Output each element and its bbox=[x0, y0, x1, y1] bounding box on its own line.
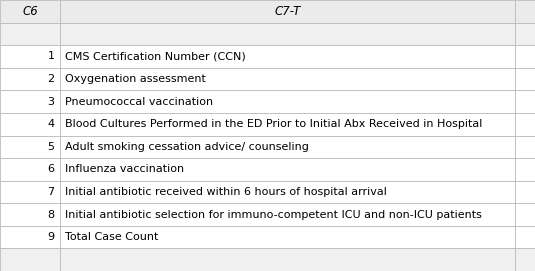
Text: C7-T: C7-T bbox=[274, 5, 301, 18]
Bar bbox=[515, 203, 535, 226]
Text: Blood Cultures Performed in the ED Prior to Initial Abx Received in Hospital: Blood Cultures Performed in the ED Prior… bbox=[65, 119, 483, 129]
Text: Initial antibiotic received within 6 hours of hospital arrival: Initial antibiotic received within 6 hou… bbox=[65, 187, 387, 197]
Bar bbox=[515, 158, 535, 181]
Bar bbox=[515, 0, 535, 22]
Bar bbox=[515, 113, 535, 136]
Bar bbox=[515, 22, 535, 45]
Text: Influenza vaccination: Influenza vaccination bbox=[65, 164, 185, 174]
Bar bbox=[515, 181, 535, 203]
Bar bbox=[0, 22, 60, 45]
Bar bbox=[515, 249, 535, 271]
Bar bbox=[0, 136, 60, 158]
Bar bbox=[60, 0, 515, 22]
Text: Initial antibiotic selection for immuno-competent ICU and non-ICU patients: Initial antibiotic selection for immuno-… bbox=[65, 209, 482, 220]
Bar bbox=[60, 203, 515, 226]
Text: 4: 4 bbox=[48, 119, 55, 129]
Bar bbox=[515, 136, 535, 158]
Text: Pneumococcal vaccination: Pneumococcal vaccination bbox=[65, 97, 213, 107]
Bar bbox=[0, 68, 60, 90]
Bar bbox=[0, 0, 60, 22]
Bar bbox=[60, 226, 515, 249]
Text: 3: 3 bbox=[48, 97, 55, 107]
Bar bbox=[515, 68, 535, 90]
Bar bbox=[0, 249, 60, 271]
Bar bbox=[0, 90, 60, 113]
Text: CMS Certification Number (CCN): CMS Certification Number (CCN) bbox=[65, 51, 246, 62]
Text: 8: 8 bbox=[48, 209, 55, 220]
Bar bbox=[0, 158, 60, 181]
Bar bbox=[60, 68, 515, 90]
Bar bbox=[60, 249, 515, 271]
Bar bbox=[60, 45, 515, 68]
Text: 5: 5 bbox=[48, 142, 55, 152]
Bar bbox=[60, 181, 515, 203]
Text: 7: 7 bbox=[48, 187, 55, 197]
Bar bbox=[0, 45, 60, 68]
Text: 2: 2 bbox=[48, 74, 55, 84]
Bar bbox=[0, 113, 60, 136]
Bar bbox=[60, 158, 515, 181]
Text: Oxygenation assessment: Oxygenation assessment bbox=[65, 74, 206, 84]
Bar bbox=[0, 226, 60, 249]
Bar bbox=[0, 203, 60, 226]
Bar bbox=[515, 90, 535, 113]
Bar bbox=[515, 45, 535, 68]
Bar bbox=[515, 226, 535, 249]
Bar bbox=[60, 113, 515, 136]
Bar bbox=[60, 90, 515, 113]
Bar bbox=[0, 181, 60, 203]
Text: 1: 1 bbox=[48, 51, 55, 62]
Bar bbox=[60, 136, 515, 158]
Text: Total Case Count: Total Case Count bbox=[65, 232, 159, 242]
Bar bbox=[60, 22, 515, 45]
Text: C6: C6 bbox=[22, 5, 38, 18]
Text: Adult smoking cessation advice/ counseling: Adult smoking cessation advice/ counseli… bbox=[65, 142, 309, 152]
Text: 9: 9 bbox=[48, 232, 55, 242]
Text: 6: 6 bbox=[48, 164, 55, 174]
